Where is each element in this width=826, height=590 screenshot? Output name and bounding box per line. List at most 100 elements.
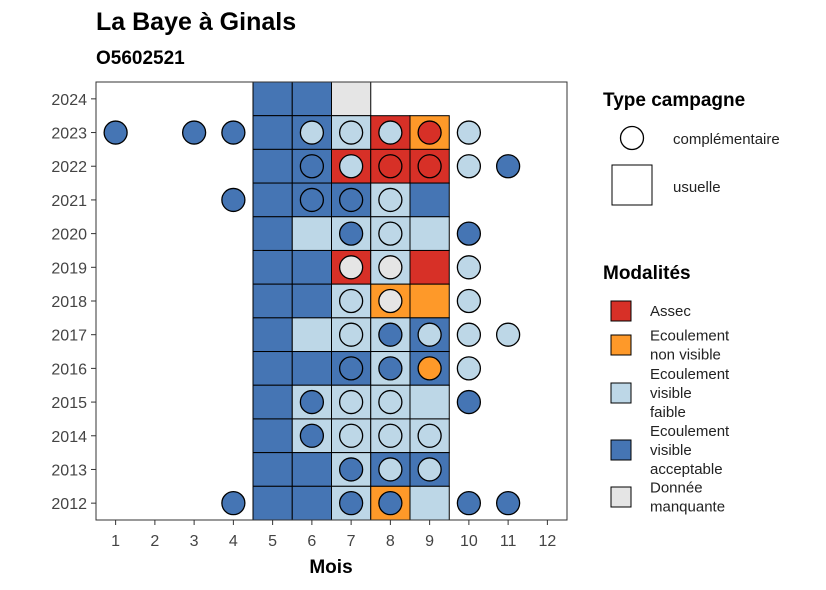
x-tick-label: 3 bbox=[190, 533, 199, 550]
x-axis-title: Mois bbox=[309, 557, 352, 578]
legend-key-swatch bbox=[610, 300, 632, 322]
point-2014-6 bbox=[299, 423, 325, 448]
point-2015-8 bbox=[378, 389, 403, 415]
point-2022-9 bbox=[417, 154, 442, 179]
point-2017-10 bbox=[456, 322, 482, 347]
point-2015-7 bbox=[338, 389, 364, 415]
y-tick-label: 2013 bbox=[51, 462, 87, 479]
point-2016-10 bbox=[456, 356, 482, 381]
tile-2024-6 bbox=[291, 81, 332, 117]
tile-2020-9 bbox=[409, 216, 450, 251]
point-2020-10 bbox=[456, 221, 482, 246]
x-tick-label: 1 bbox=[111, 533, 120, 550]
y-tick-label: 2020 bbox=[51, 227, 87, 244]
tile-2012-5 bbox=[252, 485, 293, 521]
tile-2018-5 bbox=[252, 283, 293, 319]
point-2016-8 bbox=[378, 356, 403, 381]
y-tick-label: 2022 bbox=[51, 159, 87, 176]
point-2018-7 bbox=[338, 288, 364, 314]
legend-key-label: Ecoulement bbox=[650, 366, 730, 383]
point-2014-9 bbox=[417, 423, 442, 448]
point-2022-6 bbox=[299, 154, 325, 179]
x-tick-label: 2 bbox=[150, 533, 159, 550]
tile-2018-6 bbox=[291, 283, 332, 319]
tile-2020-5 bbox=[252, 216, 293, 251]
chart-subtitle: O5602521 bbox=[96, 48, 185, 69]
tile-2013-5 bbox=[252, 452, 293, 487]
point-2015-10 bbox=[456, 389, 482, 415]
point-2017-8 bbox=[378, 322, 403, 347]
y-tick-label: 2014 bbox=[51, 429, 87, 446]
legend-key-label: Ecoulement bbox=[650, 328, 730, 345]
tile-2019-6 bbox=[291, 249, 332, 285]
point-2023-4 bbox=[221, 120, 246, 145]
plot-area: 1 2 3 4 5 6 7 8 9 10 11 122012201320142015201620172… bbox=[51, 81, 568, 550]
x-tick-label: 5 bbox=[268, 533, 277, 550]
legend-key-label: manquante bbox=[650, 499, 725, 516]
x-tick-label: 12 bbox=[538, 533, 556, 550]
legend-key-label: Donnée bbox=[650, 480, 703, 497]
x-tick-label: 4 bbox=[229, 533, 238, 550]
y-tick-label: 2019 bbox=[51, 260, 87, 277]
point-2013-7 bbox=[338, 457, 364, 482]
legend-key-label: non visible bbox=[650, 347, 721, 364]
legend-square-icon bbox=[611, 164, 653, 206]
point-2012-8 bbox=[378, 491, 403, 516]
y-tick-label: 2023 bbox=[51, 126, 87, 143]
tile-2024-7 bbox=[331, 81, 372, 117]
point-2023-6 bbox=[299, 120, 325, 145]
legend-key-label: acceptable bbox=[650, 461, 723, 478]
point-2013-9 bbox=[417, 457, 442, 482]
y-tick-label: 2012 bbox=[51, 496, 87, 513]
point-2023-9 bbox=[417, 120, 442, 145]
point-2012-7 bbox=[338, 491, 364, 516]
legend-modalites-title: Modalités bbox=[603, 263, 691, 284]
point-2017-7 bbox=[338, 322, 364, 347]
point-2014-7 bbox=[338, 423, 364, 448]
point-2012-11 bbox=[495, 491, 521, 516]
point-2019-7 bbox=[338, 255, 364, 280]
tile-2019-5 bbox=[252, 249, 293, 285]
legend-key-swatch bbox=[610, 382, 632, 404]
tile-2013-6 bbox=[291, 452, 332, 487]
tile-2015-5 bbox=[252, 384, 293, 420]
point-2021-4 bbox=[221, 187, 246, 213]
point-2023-1 bbox=[103, 120, 128, 145]
tile-2012-9 bbox=[409, 485, 450, 521]
point-2022-10 bbox=[456, 154, 482, 179]
legend-key-label: Assec bbox=[650, 303, 691, 320]
point-2014-8 bbox=[378, 423, 403, 448]
legend-key-label: visible bbox=[650, 385, 692, 402]
legend-key-label: Ecoulement bbox=[650, 423, 730, 440]
legend: Type campagne complémentaire usuelle Modali… bbox=[603, 90, 780, 516]
tile-2014-5 bbox=[252, 418, 293, 454]
tile-2018-9 bbox=[409, 283, 450, 319]
tile-2019-9 bbox=[409, 249, 450, 285]
point-2017-11 bbox=[495, 322, 521, 347]
legend-circle-icon bbox=[619, 125, 645, 151]
tile-2017-5 bbox=[252, 317, 293, 353]
point-2012-10 bbox=[456, 491, 482, 516]
legend-campagne-label: usuelle bbox=[673, 179, 721, 196]
y-tick-label: 2021 bbox=[51, 193, 87, 210]
point-2021-6 bbox=[299, 187, 325, 213]
tile-2016-6 bbox=[291, 351, 332, 386]
tile-2015-9 bbox=[409, 384, 450, 420]
x-tick-label: 9 bbox=[425, 533, 434, 550]
y-tick-label: 2015 bbox=[51, 395, 87, 412]
tile-2020-6 bbox=[291, 216, 332, 251]
y-tick-label: 2018 bbox=[51, 294, 87, 311]
tile-2012-6 bbox=[291, 485, 332, 521]
point-2023-7 bbox=[338, 120, 364, 145]
x-tick-label: 6 bbox=[307, 533, 316, 550]
tile-2024-5 bbox=[252, 81, 293, 117]
x-tick-label: 7 bbox=[347, 533, 356, 550]
point-2022-7 bbox=[338, 154, 364, 179]
x-tick-label: 11 bbox=[500, 533, 517, 550]
point-2023-10 bbox=[456, 120, 482, 145]
legend-key-label: visible bbox=[650, 442, 692, 459]
tile-2016-5 bbox=[252, 351, 293, 386]
point-2021-8 bbox=[378, 187, 403, 213]
point-2020-8 bbox=[378, 221, 403, 246]
